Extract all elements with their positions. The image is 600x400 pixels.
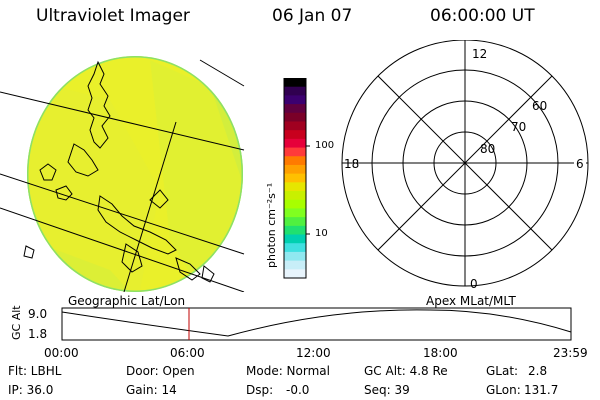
status-glat-label: GLat: xyxy=(486,364,519,378)
colorbar-swatch xyxy=(284,78,306,88)
mlat-label-80: 80 xyxy=(480,142,495,156)
status-ip: IP: 36.0 xyxy=(8,383,54,397)
status-mode: Mode: Normal xyxy=(246,364,330,378)
date-label: 06 Jan 07 xyxy=(272,6,353,26)
gc-alt-curve xyxy=(61,309,572,337)
colorbar-swatch xyxy=(284,173,306,183)
mlt-label-12: 12 xyxy=(472,47,487,61)
colorbar-swatches xyxy=(284,78,306,279)
status-filter: Flt: LBHL xyxy=(8,364,62,378)
colorbar-swatch xyxy=(284,243,306,253)
mlt-label-6: 6 xyxy=(576,157,584,171)
colorbar-unit-label: photon cm⁻²s⁻¹ xyxy=(265,183,278,268)
status-gain: Gain: 14 xyxy=(126,383,177,397)
colorbar-swatch xyxy=(284,260,306,270)
instrument-title: Ultraviolet Imager xyxy=(36,6,190,26)
x-tick-0600: 06:00 xyxy=(170,346,205,360)
colorbar-swatch xyxy=(284,251,306,262)
mlt-label-0: 0 xyxy=(470,277,478,291)
colorbar-swatch xyxy=(284,138,306,149)
time-label: 06:00:00 UT xyxy=(430,6,535,26)
timeline-frame xyxy=(61,307,572,341)
status-glat-value: 2.8 xyxy=(528,364,548,378)
colorbar-swatch xyxy=(284,164,306,175)
status-glon-label: GLon: xyxy=(486,383,521,397)
colorbar-swatch xyxy=(284,156,306,166)
gc-alt-tick-high: 9.0 xyxy=(28,307,47,321)
gc-alt-tick-low: 1.8 xyxy=(28,327,47,341)
colorbar-swatch xyxy=(284,225,306,236)
status-dsp-value: -0.0 xyxy=(286,383,310,397)
status-glon-value: 131.7 xyxy=(524,383,559,397)
colorbar-swatch xyxy=(284,130,306,140)
colorbar-swatch xyxy=(284,217,306,227)
mlt-label-18: 18 xyxy=(344,157,359,171)
colorbar-swatch xyxy=(284,147,306,157)
status-gc-alt: GC Alt: 4.8 Re xyxy=(364,364,448,378)
polar-plot: 12 6 0 18 60 70 80 xyxy=(341,40,589,291)
apex-mlat-mlt-label: Apex MLat/MLT xyxy=(426,294,516,308)
x-tick-0000: 00:00 xyxy=(44,346,79,360)
mlat-label-70: 70 xyxy=(511,120,526,134)
colorbar-swatch xyxy=(284,182,306,192)
lat-lon-grid xyxy=(0,59,245,292)
status-seq: Seq: 39 xyxy=(364,383,410,397)
gc-alt-axis-label: GC Alt xyxy=(10,305,23,340)
colorbar-swatch xyxy=(284,86,306,96)
x-tick-2359: 23:59 xyxy=(553,346,588,360)
colorbar-swatch xyxy=(284,208,306,218)
x-tick-1200: 12:00 xyxy=(296,346,331,360)
geographic-latlon-label: Geographic Lat/Lon xyxy=(68,294,186,308)
status-dsp-label: Dsp: xyxy=(246,383,274,397)
colorbar-swatch xyxy=(284,234,306,244)
colorbar-swatch xyxy=(284,104,306,114)
colorbar-swatch xyxy=(284,121,306,131)
colorbar-tick-100: 100 xyxy=(315,140,335,151)
colorbar-swatch xyxy=(284,112,306,123)
colorbar-swatch xyxy=(284,199,306,210)
intensity-colorbar: photon cm⁻²s⁻¹ xyxy=(265,78,310,279)
status-door: Door: Open xyxy=(126,364,195,378)
colorbar-tick-10: 10 xyxy=(315,228,328,239)
orbit-altitude-timeline: GC Alt 9.0 1.8 xyxy=(10,305,572,341)
colorbar-swatch xyxy=(284,191,306,201)
x-tick-1800: 18:00 xyxy=(423,346,458,360)
colorbar-swatch xyxy=(284,95,306,105)
mlat-label-60: 60 xyxy=(532,99,547,113)
uv-image-panel xyxy=(0,56,245,292)
colorbar-swatch xyxy=(284,269,306,279)
